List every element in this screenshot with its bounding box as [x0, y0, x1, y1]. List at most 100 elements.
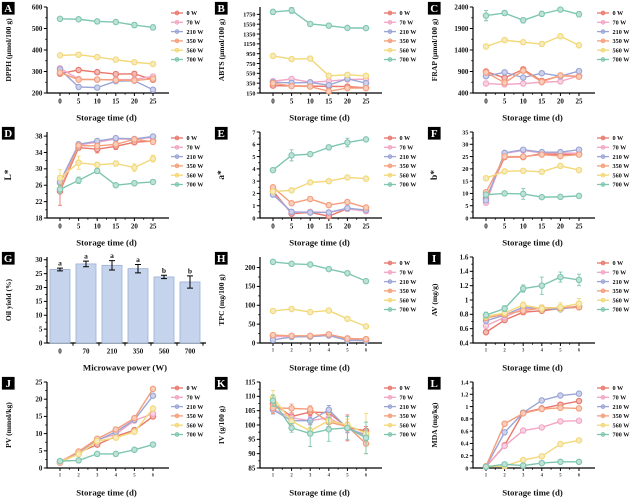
svg-text:150: 150 [246, 91, 255, 97]
svg-text:3: 3 [252, 179, 255, 185]
svg-text:25: 25 [363, 223, 371, 231]
legend: 0 W 70 W 210 W 350 W 560 W 700 W [384, 260, 417, 314]
svg-text:1: 1 [485, 474, 488, 479]
svg-text:1: 1 [59, 474, 62, 479]
svg-text:D: D [4, 128, 12, 140]
legend-label: 350 W [400, 413, 418, 420]
svg-text:34: 34 [35, 149, 43, 157]
legend-label: 210 W [400, 154, 418, 161]
y-axis-label: PV (mmol/kg) [4, 402, 13, 448]
series-350W [482, 67, 583, 86]
legend-label: 700 W [400, 432, 418, 439]
y-axis-label: FRAP (μmol/100 g) [430, 18, 439, 81]
legend-label: 700 W [400, 57, 418, 64]
panel-F-chart: 0 5 10 15 20 25 30 35 0 5 10 15 20 25 0 W 70 W 210 W 350 … [427, 126, 631, 248]
svg-text:4: 4 [541, 349, 544, 354]
x-axis-label: Storage time (d) [289, 238, 350, 248]
sig-letter: a [110, 251, 114, 260]
series-0W [56, 137, 157, 206]
svg-text:0: 0 [39, 464, 43, 472]
svg-text:4: 4 [541, 474, 544, 479]
y-axis-label: TPC (mg/100 g) [217, 274, 226, 326]
svg-text:25: 25 [363, 98, 371, 106]
svg-text:A: A [4, 3, 12, 15]
x-axis-label: Storage time (d) [502, 113, 563, 123]
svg-text:5: 5 [503, 223, 507, 231]
svg-text:38: 38 [35, 132, 43, 140]
legend-label: 350 W [613, 413, 631, 420]
svg-text:15: 15 [112, 223, 120, 231]
legend-label: 560 W [187, 47, 205, 54]
sig-letter: a [58, 259, 62, 268]
x-axis-label: Storage time (d) [76, 488, 137, 498]
legend-label: 210 W [187, 154, 205, 161]
series-560W [482, 32, 583, 50]
legend-label: 350 W [400, 288, 418, 295]
series-560W [269, 174, 370, 195]
svg-text:F: F [431, 128, 438, 140]
series-350W [269, 331, 370, 343]
svg-text:0.6: 0.6 [461, 429, 469, 435]
bar-210W [101, 264, 123, 344]
legend-label: 210 W [187, 29, 205, 36]
sig-letter: a [84, 252, 88, 261]
svg-text:0.4: 0.4 [460, 339, 469, 347]
legend-label: 700 W [613, 432, 631, 439]
legend-label: 350 W [400, 38, 418, 45]
legend-label: 0 W [187, 135, 199, 142]
svg-text:4: 4 [328, 349, 331, 354]
svg-text:85: 85 [248, 464, 256, 472]
x-axis-label: Microwave power (W) [83, 363, 167, 373]
legend-label: 210 W [613, 154, 631, 161]
legend-label: 0 W [400, 10, 412, 17]
y-axis-label: DPPH (μmol/100 g) [4, 18, 13, 82]
panel-letter-I: I [427, 251, 442, 266]
series-700W [269, 136, 370, 174]
svg-text:1350: 1350 [243, 32, 255, 38]
svg-text:50: 50 [248, 320, 256, 328]
legend-label: 560 W [613, 297, 631, 304]
svg-text:3: 3 [96, 474, 99, 479]
svg-text:5: 5 [39, 447, 43, 455]
legend-label: 700 W [187, 57, 205, 64]
legend-label: 70 W [613, 395, 628, 402]
axes: 200 300 400 500 600 0 5 10 15 20 25 [32, 3, 169, 106]
legend-label: 700 W [400, 307, 418, 314]
series-70W [269, 404, 370, 442]
legend: 0 W 70 W 210 W 350 W 560 W 700 W [171, 135, 204, 189]
svg-text:6: 6 [252, 143, 255, 149]
bars: a a a a b b [49, 251, 201, 344]
svg-text:1900: 1900 [454, 25, 469, 33]
svg-text:1750: 1750 [243, 13, 255, 19]
sig-letter: a [136, 255, 140, 264]
svg-text:0: 0 [252, 339, 256, 347]
series-210W [269, 405, 370, 440]
legend-label: 350 W [187, 413, 205, 420]
legend-label: 210 W [400, 29, 418, 36]
svg-text:2400: 2400 [454, 3, 469, 11]
legend: 0 W 70 W 210 W 350 W 560 W 700 W [171, 10, 204, 64]
legend-label: 210 W [613, 404, 631, 411]
y-axis-label: a* [217, 170, 227, 180]
svg-text:2: 2 [252, 192, 255, 198]
svg-text:10: 10 [35, 312, 43, 320]
svg-text:6: 6 [365, 349, 368, 354]
svg-text:2: 2 [503, 349, 506, 354]
svg-text:20: 20 [35, 396, 43, 404]
series-560W [269, 52, 370, 80]
svg-text:10: 10 [520, 98, 528, 106]
svg-text:26: 26 [35, 182, 43, 190]
svg-text:25: 25 [35, 378, 43, 386]
svg-text:15: 15 [35, 298, 43, 306]
svg-text:C: C [430, 3, 438, 15]
svg-text:3: 3 [309, 349, 312, 354]
legend-label: 560 W [187, 172, 205, 179]
axes: 150 350 550 750 950 1150 1350 1550 1750 0 5 10 15 20 2… [243, 7, 382, 106]
panel-letter-F: F [427, 126, 442, 141]
axes: 85 90 95 100 105 110 115 1 2 3 4 5 6 [245, 378, 382, 479]
svg-text:25: 25 [150, 223, 158, 231]
y-axis-label: IV (g/100 g) [217, 405, 226, 444]
svg-text:5: 5 [559, 349, 562, 354]
axes: 0 5 10 15 20 25 30 35 0 5 10 15 20 25 [462, 130, 595, 231]
